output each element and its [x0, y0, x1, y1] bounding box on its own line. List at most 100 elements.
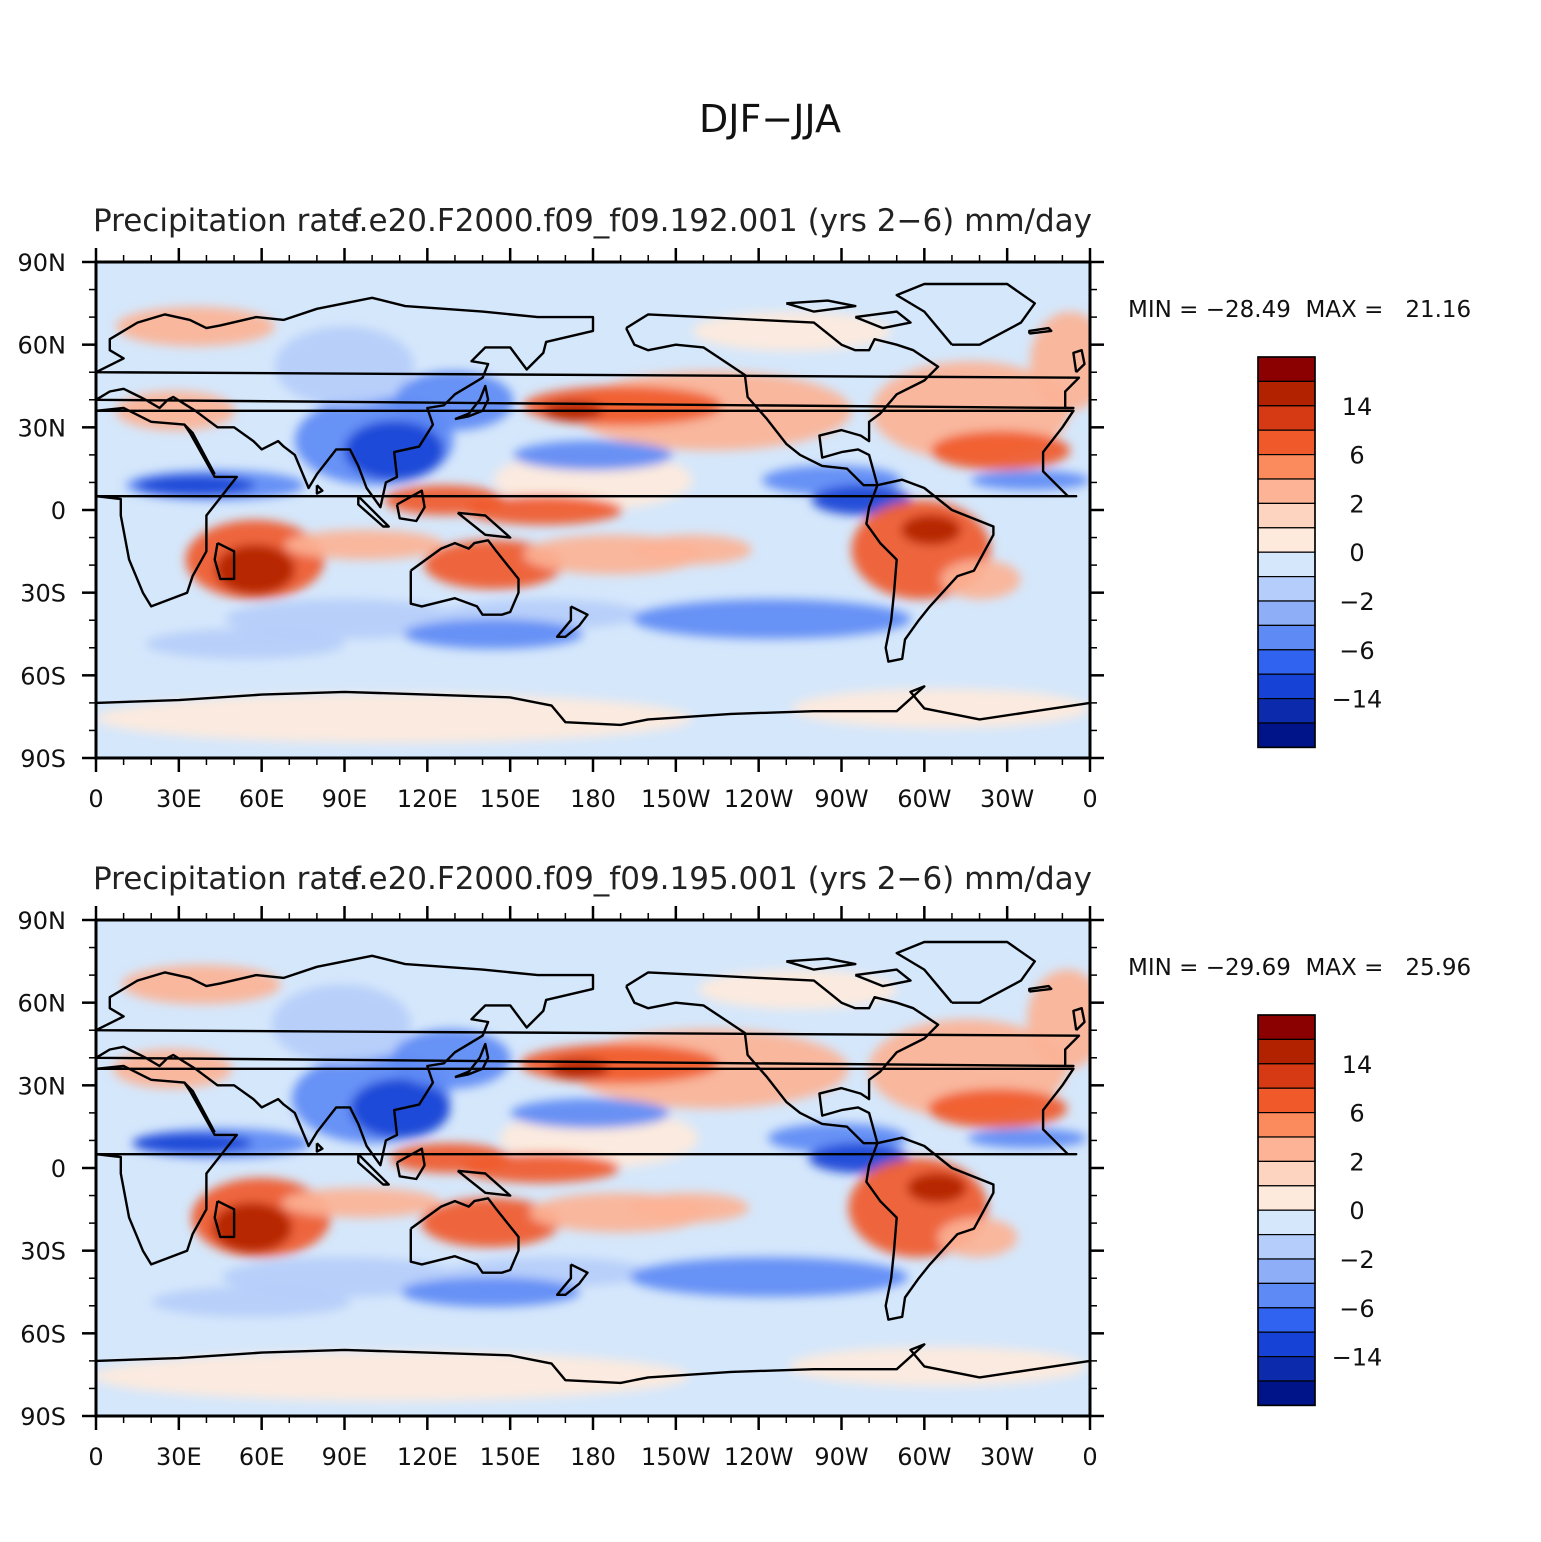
field-patch [222, 1257, 461, 1297]
field-patch [132, 1133, 252, 1154]
coastline [1072, 1007, 1086, 1032]
field-patch [632, 534, 753, 565]
colorbar-label: 2 [1349, 490, 1364, 518]
colorbar-swatch [1257, 527, 1316, 553]
colorbar-swatch [1257, 502, 1316, 529]
colorbar-label: −14 [1332, 686, 1383, 714]
field-patch [96, 693, 693, 744]
colorbar-label: 0 [1349, 1197, 1364, 1225]
lon-tick-label: 0 [1082, 1443, 1097, 1471]
field-patch [404, 619, 584, 649]
colorbar-swatch [1257, 478, 1316, 504]
lon-tick-label: 90E [322, 1443, 368, 1471]
colorbar-swatch [1257, 649, 1316, 675]
coastline [96, 685, 1090, 727]
field-patch [1027, 969, 1090, 1069]
field-patch [940, 559, 1021, 600]
coastline [315, 484, 324, 495]
coastline [865, 478, 995, 663]
colorbar-label: −2 [1339, 1246, 1374, 1274]
lon-tick-label: 60W [897, 1443, 951, 1471]
field-patch [632, 599, 912, 639]
panel-1-colorbar: 14 6 2 0 −2 −6 −14 [1257, 356, 1383, 749]
colorbar-swatch [1257, 1160, 1316, 1187]
lon-tick-label: 120W [724, 785, 794, 813]
lon-tick-label: 0 [88, 785, 103, 813]
lon-tick-label: 150W [641, 1443, 711, 1471]
colorbar-label: −2 [1339, 588, 1374, 616]
colorbar-swatch [1257, 1258, 1316, 1284]
colorbar-swatch [1257, 1087, 1316, 1114]
lon-tick-label: 60E [239, 1443, 285, 1471]
coastline [213, 542, 236, 581]
coastline [183, 423, 216, 475]
colorbar-swatch [1257, 454, 1316, 480]
coastline [409, 1197, 520, 1274]
coastline [213, 1200, 236, 1239]
field-patch [421, 1197, 561, 1248]
lon-tick-label: 180 [570, 1443, 616, 1471]
colorbar-swatch [1257, 1307, 1316, 1333]
colorbar-label: 6 [1349, 442, 1364, 470]
field-patch [271, 984, 412, 1064]
colorbar-swatch [1257, 722, 1316, 748]
colorbar-label: 14 [1342, 393, 1373, 421]
colorbar-label: −6 [1339, 637, 1374, 665]
lon-tick-label: 0 [88, 1443, 103, 1471]
coastline [625, 971, 940, 1145]
field-patch [274, 326, 415, 406]
colorbar-label: 6 [1349, 1100, 1364, 1128]
lon-tick-label: 150E [480, 785, 541, 813]
field-patch [937, 1217, 1018, 1258]
coastline [555, 1263, 589, 1297]
coastline [96, 1343, 1090, 1385]
lon-tick-label: 120W [724, 1443, 794, 1471]
panel-2-case-title: f.e20.F2000.f09_f09.195.001 (yrs 2−6) mm… [350, 861, 1092, 897]
field-patch [284, 529, 444, 560]
lat-tick-label: 30N [18, 414, 67, 442]
lon-tick-label: 30W [980, 1443, 1034, 1471]
field-patch [215, 544, 295, 595]
field-patch [212, 1202, 292, 1253]
lat-tick-label: 30S [20, 580, 66, 608]
lon-tick-label: 90W [814, 1443, 868, 1471]
panel-1-left-title: Precipitation rate [93, 203, 360, 239]
field-patch [1030, 311, 1090, 411]
field-patch [967, 1128, 1087, 1149]
coastline [183, 1081, 216, 1133]
colorbar-swatch [1257, 356, 1316, 382]
colorbar-swatch [1257, 551, 1316, 578]
lon-tick-label: 90E [322, 785, 368, 813]
field-patch [692, 311, 892, 352]
coastline [395, 1147, 426, 1181]
colorbar-swatch [1257, 1380, 1316, 1406]
field-patch [928, 1088, 1068, 1129]
lat-tick-label: 90S [20, 745, 66, 773]
panel-1-field [96, 306, 1090, 744]
field-patch [629, 1257, 909, 1297]
colorbar-label: 0 [1349, 539, 1364, 567]
lon-tick-label: 150E [480, 1443, 541, 1471]
lat-tick-label: 90S [20, 1403, 66, 1431]
colorbar-swatch [1257, 600, 1316, 626]
lon-tick-label: 150W [641, 785, 711, 813]
coastline [625, 313, 940, 487]
coastline [96, 1064, 1078, 1266]
lon-tick-label: 0 [1082, 785, 1097, 813]
panel-2-minmax: MIN = −29.69 MAX = 25.96 [1128, 955, 1471, 981]
colorbar-label: −6 [1339, 1295, 1374, 1323]
lat-tick-label: 30N [18, 1072, 67, 1100]
coastline [854, 968, 912, 988]
figure-title: DJF−JJA [699, 97, 841, 141]
lon-tick-label: 120E [397, 785, 458, 813]
colorbar-swatch [1257, 1331, 1316, 1358]
lon-tick-label: 90W [814, 785, 868, 813]
field-patch [791, 688, 1090, 729]
field-patch [901, 514, 961, 545]
lat-tick-label: 60N [18, 990, 67, 1018]
panel-2-map [96, 920, 1090, 1416]
field-patch [629, 1192, 750, 1223]
panel-2-coastlines [96, 940, 1090, 1385]
lat-tick-label: 90N [18, 907, 67, 935]
